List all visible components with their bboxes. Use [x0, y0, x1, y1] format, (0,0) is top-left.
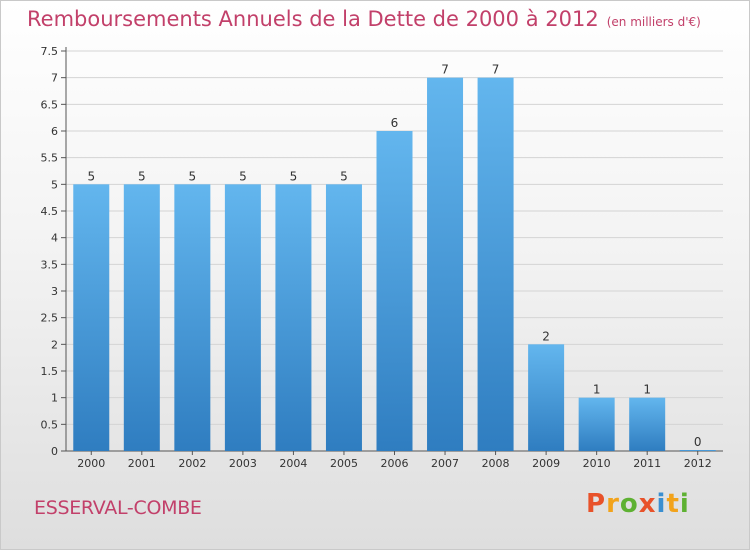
bar-2000 — [73, 184, 110, 452]
bar-value-label: 5 — [290, 169, 298, 183]
y-tick-label: 1.5 — [41, 365, 59, 378]
chart-unit: (en milliers d'€) — [606, 15, 701, 29]
bar-2006 — [376, 131, 413, 451]
y-tick-label: 1 — [51, 392, 58, 405]
x-tick-label: 2003 — [229, 457, 257, 470]
y-tick-label: 2.5 — [41, 312, 59, 325]
x-tick-label: 2008 — [482, 457, 510, 470]
bar-value-label: 5 — [239, 169, 247, 183]
x-tick-label: 2004 — [279, 457, 307, 470]
bar-value-label: 7 — [441, 63, 449, 77]
y-tick-label: 7.5 — [41, 45, 59, 58]
bar-2009 — [528, 344, 565, 451]
bar-value-label: 1 — [643, 383, 651, 397]
bar-2011 — [629, 397, 666, 451]
bar-value-label: 5 — [340, 169, 348, 183]
x-tick-label: 2010 — [583, 457, 611, 470]
y-tick-label: 3.5 — [41, 258, 59, 271]
x-tick-label: 2011 — [633, 457, 661, 470]
bar-2004 — [275, 184, 312, 452]
y-tick-label: 2 — [51, 338, 58, 351]
y-tick-label: 4 — [51, 232, 58, 245]
bar-value-label: 1 — [593, 383, 601, 397]
y-tick-label: 5 — [51, 178, 58, 191]
bar-2008 — [477, 77, 514, 452]
y-tick-label: 0.5 — [41, 418, 59, 431]
bar-2003 — [224, 184, 261, 452]
logo-letter: i — [656, 489, 667, 519]
x-tick-label: 2009 — [532, 457, 560, 470]
y-tick-label: 5.5 — [41, 152, 59, 165]
bar-2010 — [578, 397, 615, 451]
logo-letter: x — [638, 489, 657, 519]
logo-letter: r — [606, 489, 620, 519]
y-tick-label: 3 — [51, 285, 58, 298]
bars — [73, 77, 716, 452]
bar-value-label: 2 — [542, 329, 550, 343]
commune-name: ESSERVAL-COMBE — [34, 497, 202, 519]
logo-letter: P — [586, 489, 607, 519]
y-tick-label: 6 — [51, 125, 58, 138]
x-tick-label: 2006 — [381, 457, 409, 470]
bar-value-label: 0 — [694, 435, 702, 449]
x-tick-label: 2000 — [77, 457, 105, 470]
bar-2012 — [679, 450, 716, 451]
chart-title: Remboursements Annuels de la Dette de 20… — [27, 7, 701, 31]
bar-2001 — [123, 184, 160, 452]
logo-letter: o — [619, 489, 639, 519]
bar-2005 — [325, 184, 362, 452]
x-tick-label: 2012 — [684, 457, 712, 470]
bar-2002 — [174, 184, 211, 452]
logo-letter: t — [666, 489, 680, 519]
labels: 00.511.522.533.544.555.566.577.552000520… — [41, 45, 712, 470]
logo-letter: i — [679, 489, 690, 519]
bar-value-label: 5 — [87, 169, 95, 183]
x-tick-label: 2001 — [128, 457, 156, 470]
proxiti-logo[interactable]: Proxiti — [586, 489, 690, 519]
bar-2007 — [427, 77, 464, 452]
bar-value-label: 6 — [391, 116, 399, 130]
chart-title-text: Remboursements Annuels de la Dette de 20… — [27, 7, 599, 31]
x-tick-label: 2002 — [178, 457, 206, 470]
x-tick-label: 2005 — [330, 457, 358, 470]
bar-value-label: 5 — [138, 169, 146, 183]
y-tick-label: 4.5 — [41, 205, 59, 218]
bar-value-label: 5 — [189, 169, 197, 183]
y-tick-label: 0 — [51, 445, 58, 458]
y-tick-label: 6.5 — [41, 98, 59, 111]
bar-value-label: 7 — [492, 63, 500, 77]
x-tick-label: 2007 — [431, 457, 459, 470]
y-tick-label: 7 — [51, 72, 58, 85]
